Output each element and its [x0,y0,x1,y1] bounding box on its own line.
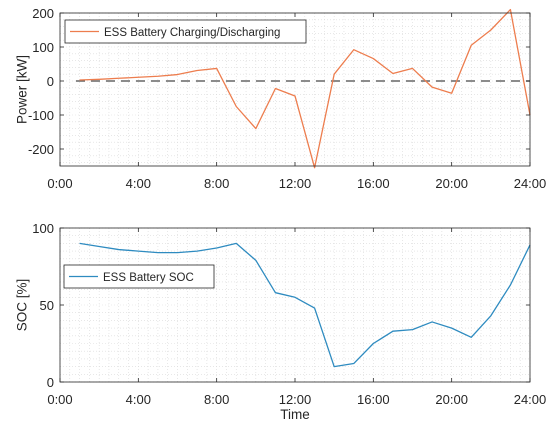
x-tick-label: 24:00 [514,392,547,407]
x-tick-label: 8:00 [204,176,229,191]
y-tick-label: 100 [32,221,54,236]
power-y-axis-label: Power [kW] [15,55,30,124]
y-tick-label: -200 [28,142,54,157]
x-tick-label: 20:00 [435,392,468,407]
series-line-power [79,8,531,169]
power-ticks: 0:00 4:00 8:00 12:00 16:00 20:00 24:00 -200 -100… [28,6,546,191]
power-legend-box [64,19,307,44]
power-axes: 0:00 4:00 8:00 12:00 16:00 20:00 24:00 -200 -100… [15,6,547,191]
power-marks [76,8,531,169]
x-tick-label: 4:00 [126,392,151,407]
x-tick-label: 16:00 [357,392,390,407]
x-tick-label: 12:00 [279,392,312,407]
power-legend: ESS Battery Charging/Discharging [64,19,307,44]
x-tick-label: 16:00 [357,176,390,191]
soc-axes: 0:00 4:00 8:00 12:00 16:00 20:00 24:00 0 50 100 E… [15,221,547,422]
soc-legend-box [63,264,215,289]
x-tick-label: 0:00 [47,392,72,407]
soc-legend-label: ESS Battery SOC [103,272,194,284]
series-line-soc [79,242,531,368]
soc-y-axis-label: SOC [%] [15,279,30,332]
time-x-axis-label: Time [280,407,310,422]
y-tick-label: 100 [32,40,54,55]
soc-ticks: 0:00 4:00 8:00 12:00 16:00 20:00 24:00 0 50 100 [32,221,546,407]
power-legend-label: ESS Battery Charging/Discharging [104,27,280,39]
y-tick-label: -100 [28,108,54,123]
soc-marks [79,242,531,368]
x-tick-label: 12:00 [279,176,312,191]
y-tick-label: 50 [40,298,54,313]
y-tick-label: 200 [32,6,54,21]
y-tick-label: 0 [47,375,54,390]
x-tick-label: 20:00 [435,176,468,191]
x-tick-label: 8:00 [204,392,229,407]
soc-legend: ESS Battery SOC [63,264,215,289]
x-tick-label: 0:00 [47,176,72,191]
x-tick-label: 24:00 [514,176,547,191]
x-tick-label: 4:00 [126,176,151,191]
y-tick-label: 0 [47,74,54,89]
